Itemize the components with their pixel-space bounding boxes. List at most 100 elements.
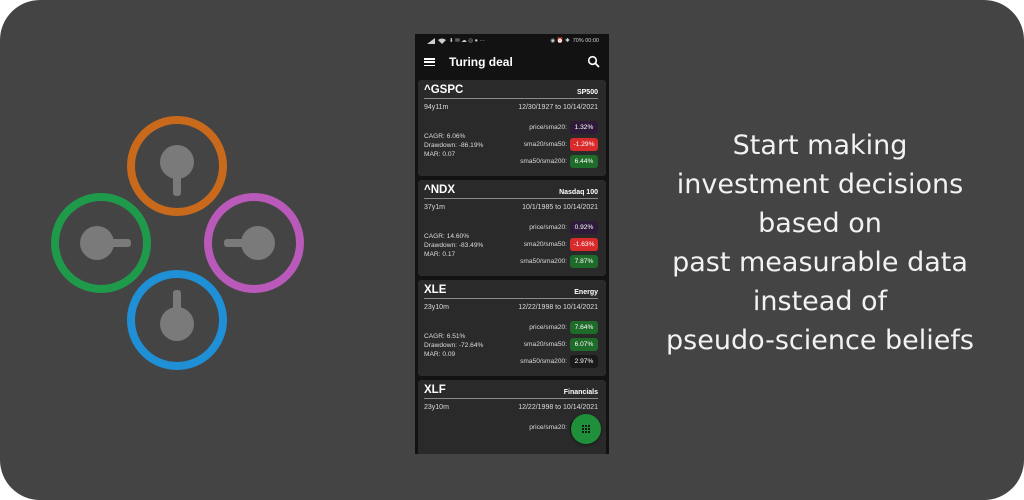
sma-badge: 0.92%	[570, 220, 598, 234]
ticker-list: ^GSPC SP500 94y11m 12/30/1927 to 10/14/2…	[415, 77, 609, 454]
ticker-name: Financials	[563, 389, 598, 396]
duration: 94y11m	[424, 104, 449, 111]
cagr-text: CAGR: 14.60%	[424, 233, 470, 240]
sma-block: price/sma20: 1.32% sma20/sma50: -1.29% s…	[520, 120, 598, 168]
stats-block: CAGR: 6.06% Drawdown: -86.19% MAR: 0.07	[424, 133, 483, 159]
sma-label: sma50/sma200:	[520, 357, 567, 365]
tagline-line-5: instead of	[752, 286, 888, 317]
sma-row: sma20/sma50: -1.63%	[524, 237, 598, 251]
sma-badge: 6.44%	[570, 154, 598, 168]
tagline-line-3: based on	[758, 208, 882, 239]
sma-label: price/sma20:	[529, 323, 567, 331]
logo-green-circle	[51, 193, 151, 293]
ticker-name: Energy	[574, 289, 598, 296]
app-logo	[51, 116, 304, 370]
ticker-card[interactable]: XLE Energy 23y10m 12/22/1998 to 10/14/20…	[418, 280, 606, 376]
sma-badge: 2.97%	[570, 354, 598, 368]
ticker-card[interactable]: ^NDX Nasdaq 100 37y1m 10/1/1985 to 10/14…	[418, 180, 606, 276]
drawdown-text: Drawdown: -86.19%	[424, 141, 484, 149]
sma-row: sma20/sma50: 6.07%	[524, 337, 598, 351]
status-bar-left: ⬇ ✉ ☁ ◎ ● ···	[427, 37, 485, 44]
app-bar: Turing deal	[415, 47, 609, 77]
sma-row: price/sma20: 1.32%	[529, 120, 598, 134]
grid-fab-button[interactable]	[571, 414, 601, 444]
sma-badge: 6.07%	[570, 337, 598, 351]
sma-row: price/sma20: 7.64%	[529, 320, 598, 334]
ticker-name: SP500	[576, 89, 598, 96]
phone-screen: ⬇ ✉ ☁ ◎ ● ··· ◉ ⏰ ✱ 70% 00:00 Turing dea…	[415, 34, 609, 454]
sma-label: sma50/sma200:	[520, 257, 567, 265]
period-row: 94y11m 12/30/1927 to 10/14/2021	[424, 104, 598, 111]
sma-row: sma50/sma200: 7.87%	[520, 254, 598, 268]
card-header: ^GSPC SP500	[424, 84, 598, 99]
tagline-line-6: pseudo-science beliefs	[666, 325, 974, 356]
date-range: 12/22/1998 to 10/14/2021	[518, 304, 598, 311]
duration: 23y10m	[424, 304, 449, 311]
sma-badge: 7.64%	[570, 320, 598, 334]
sma-label: price/sma20:	[529, 123, 567, 131]
period-row: 37y1m 10/1/1985 to 10/14/2021	[424, 204, 598, 211]
battery-time: 70% 00:00	[572, 37, 599, 44]
ticker-symbol: XLE	[424, 284, 447, 296]
period-row: 23y10m 12/22/1998 to 10/14/2021	[424, 304, 598, 311]
date-range: 12/22/1998 to 10/14/2021	[518, 404, 598, 411]
tagline-line-2: investment decisions	[676, 169, 964, 200]
sma-badge: 7.87%	[570, 254, 598, 268]
ticker-symbol: XLF	[424, 384, 446, 396]
search-icon[interactable]	[587, 55, 601, 69]
sma-block: price/sma20: 0.92% sma20/sma50: -1.63% s…	[520, 220, 598, 268]
status-bar-right: ◉ ⏰ ✱ 70% 00:00	[550, 38, 599, 44]
drawdown-text: Drawdown: -83.49%	[424, 241, 484, 249]
tagline-line-4: past measurable data	[672, 247, 968, 278]
sma-label: sma20/sma50:	[523, 140, 567, 148]
drawdown-text: Drawdown: -72.64%	[424, 341, 484, 349]
ticker-symbol: ^NDX	[424, 184, 455, 196]
notification-icons: ⬇ ✉ ☁ ◎ ● ···	[449, 37, 485, 44]
sma-row: sma50/sma200: 2.97%	[520, 354, 598, 368]
sma-label: sma20/sma50:	[523, 340, 567, 348]
signal-icon	[427, 37, 435, 44]
sma-badge: -1.29%	[570, 137, 598, 151]
sma-label: price/sma20:	[529, 423, 567, 431]
stats-block: CAGR: 14.60% Drawdown: -83.49% MAR: 0.17	[424, 233, 483, 259]
grid-icon	[582, 425, 590, 433]
date-range: 12/30/1927 to 10/14/2021	[518, 104, 598, 111]
tagline-line-1: Start making	[732, 130, 908, 161]
ticker-symbol: ^GSPC	[424, 84, 464, 96]
mar-text: MAR: 0.09	[424, 350, 456, 358]
sma-badge: -1.63%	[570, 237, 598, 251]
logo-blue-circle	[127, 270, 227, 370]
date-range: 10/1/1985 to 10/14/2021	[522, 204, 598, 211]
sma-label: sma20/sma50:	[523, 240, 567, 248]
sma-badge: 1.32%	[570, 120, 598, 134]
status-icons: ◉ ⏰ ✱	[550, 37, 570, 44]
cagr-text: CAGR: 6.51%	[424, 333, 466, 340]
ticker-card[interactable]: ^GSPC SP500 94y11m 12/30/1927 to 10/14/2…	[418, 80, 606, 176]
duration: 23y10m	[424, 404, 449, 411]
wifi-icon	[438, 38, 446, 44]
sma-row: price/sma20: 0.92%	[529, 220, 598, 234]
card-header: XLE Energy	[424, 284, 598, 299]
cagr-text: CAGR: 6.06%	[424, 133, 466, 140]
status-bar: ⬇ ✉ ☁ ◎ ● ··· ◉ ⏰ ✱ 70% 00:00	[415, 34, 609, 47]
card-header: XLF Financials	[424, 384, 598, 399]
mar-text: MAR: 0.17	[424, 250, 456, 258]
app-title: Turing deal	[449, 55, 513, 69]
stats-block: CAGR: 6.51% Drawdown: -72.64% MAR: 0.09	[424, 333, 483, 359]
logo-magenta-circle	[204, 193, 304, 293]
mar-text: MAR: 0.07	[424, 150, 456, 158]
tagline: Start making investment decisions based …	[640, 126, 1000, 360]
ticker-name: Nasdaq 100	[559, 189, 598, 196]
period-row: 23y10m 12/22/1998 to 10/14/2021	[424, 404, 598, 411]
sma-row: sma50/sma200: 6.44%	[520, 154, 598, 168]
sma-row: sma20/sma50: -1.29%	[524, 137, 598, 151]
sma-label: price/sma20:	[529, 223, 567, 231]
logo-orange-circle	[127, 116, 227, 216]
sma-label: sma50/sma200:	[520, 157, 567, 165]
card-header: ^NDX Nasdaq 100	[424, 184, 598, 199]
menu-icon[interactable]	[424, 58, 435, 66]
ticker-card[interactable]: XLF Financials 23y10m 12/22/1998 to 10/1…	[418, 380, 606, 454]
sma-block: price/sma20: 7.64% sma20/sma50: 6.07% sm…	[520, 320, 598, 368]
duration: 37y1m	[424, 204, 446, 211]
